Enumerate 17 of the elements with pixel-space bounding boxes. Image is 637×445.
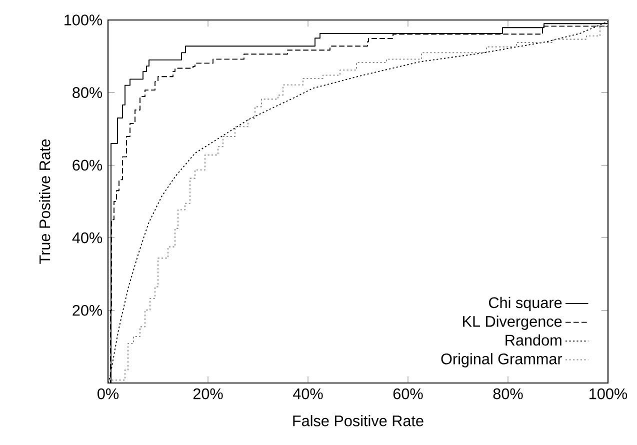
y-tick-label: 40% bbox=[72, 232, 102, 244]
x-tick-label: 60% bbox=[393, 388, 423, 400]
y-tick-label: 60% bbox=[72, 160, 102, 171]
y-tick-label: 100% bbox=[64, 14, 102, 26]
y-tick-label: 20% bbox=[72, 304, 102, 316]
legend-label: Chi square bbox=[488, 296, 562, 312]
x-tick-label: 0% bbox=[98, 388, 119, 400]
x-tick-label: 80% bbox=[493, 388, 523, 400]
y-tick-label: 80% bbox=[72, 87, 102, 98]
y-axis-title: True Positive Rate bbox=[39, 139, 50, 264]
legend-label: KL Divergence bbox=[463, 316, 562, 330]
x-tick-label: 20% bbox=[193, 388, 223, 400]
x-tick-label: 40% bbox=[293, 388, 323, 400]
legend-label: Original Grammar bbox=[441, 353, 562, 368]
x-axis-title: False Positive Rate bbox=[293, 415, 424, 426]
x-tick-label: 100% bbox=[590, 388, 628, 400]
legend-label: Random bbox=[506, 334, 562, 346]
